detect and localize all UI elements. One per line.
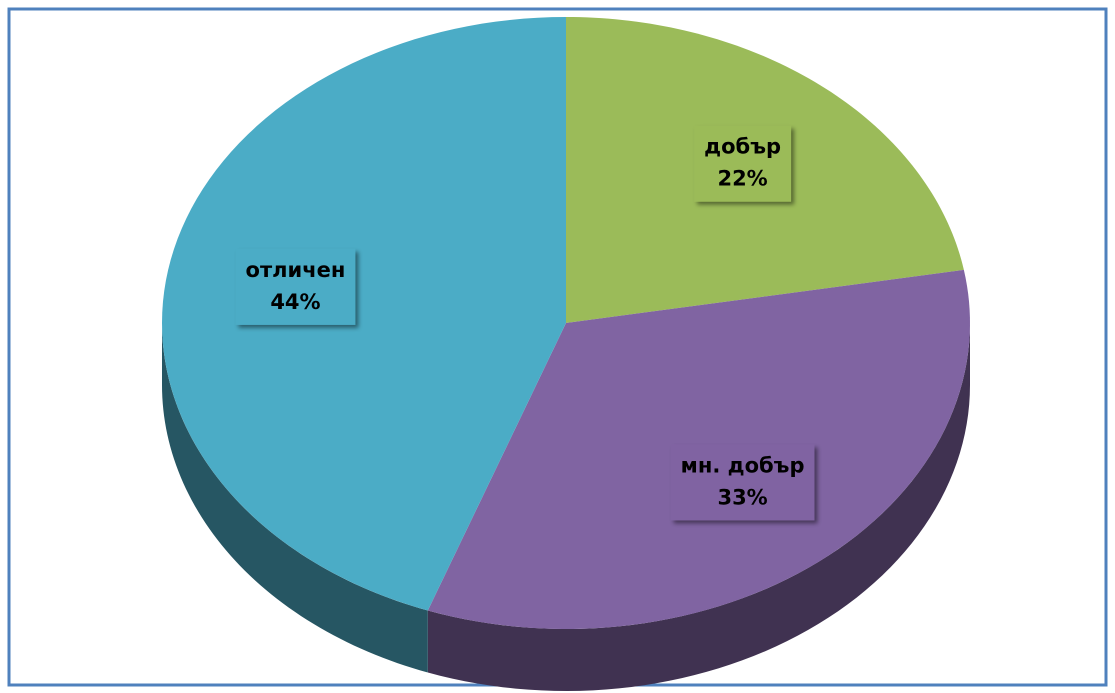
- data-label: отличен 44%: [235, 248, 356, 325]
- pie-side: [427, 323, 970, 691]
- label-box: [235, 248, 356, 325]
- label-category: мн. добър: [681, 453, 805, 477]
- pie-sides: [162, 323, 970, 691]
- pie-slice: [162, 17, 566, 611]
- data-label: добър 22%: [694, 125, 792, 202]
- label-category: добър: [704, 135, 781, 159]
- pie-tops: [162, 17, 970, 629]
- data-label: мн. добър 33%: [670, 444, 815, 521]
- label-value: 33%: [717, 485, 767, 509]
- label-value: 22%: [717, 167, 767, 191]
- pie-side: [162, 323, 428, 673]
- label-category: отличен: [246, 258, 346, 282]
- data-labels: добър 22% мн. добър 33% отличен 44%: [235, 125, 815, 521]
- label-box: [670, 444, 815, 521]
- label-value: 44%: [270, 290, 320, 314]
- label-box: [694, 125, 792, 202]
